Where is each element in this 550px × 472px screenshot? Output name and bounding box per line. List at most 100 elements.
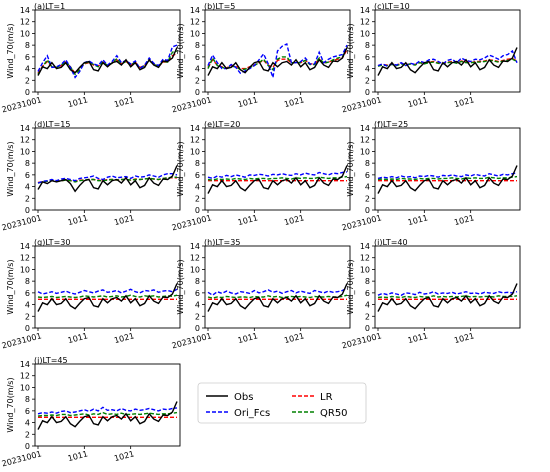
panel-10: 0 2 4 6 8 10 12 14 Wind_70(m/s) 20231001 1011 1021 (… — [1, 356, 181, 468]
y-tick-label: 12 — [20, 372, 30, 381]
panel-title: (h)LT=35 — [204, 238, 240, 247]
y-tick-label: 10 — [360, 147, 370, 156]
panel-title: (g)LT=30 — [34, 238, 70, 247]
panel-title: (e)LT=20 — [204, 120, 240, 129]
y-tick-label: 14 — [20, 124, 30, 133]
plot-frame — [204, 9, 351, 93]
series-line-qr50 — [37, 176, 177, 184]
plot-frame — [34, 127, 181, 211]
panel-2: 0 2 4 6 8 10 12 14 Wind_70(m/s) 20231001 1011 1021 (… — [171, 2, 351, 114]
y-tick-label: 6 — [365, 171, 370, 180]
y-tick-label: 0 — [25, 206, 30, 215]
y-tick-label: 6 — [25, 407, 30, 416]
y-tick-label: 8 — [25, 41, 30, 50]
y-tick-label: 12 — [360, 18, 370, 27]
panel-title: (c)LT=10 — [374, 2, 410, 11]
x-tick-label: 1021 — [453, 213, 475, 227]
plot-frame — [374, 127, 521, 211]
series-line-ori-fcs — [207, 287, 348, 297]
plot-frame — [34, 245, 181, 329]
series-line-qr50 — [37, 411, 178, 417]
y-tick-label: 8 — [365, 277, 370, 286]
series-line-obs — [207, 165, 348, 194]
y-tick-label: 14 — [20, 6, 30, 15]
y-tick-label: 10 — [20, 29, 30, 38]
y-tick-label: 2 — [365, 194, 370, 203]
y-tick-label: 10 — [360, 29, 370, 38]
y-tick-label: 12 — [20, 254, 30, 263]
y-tick-label: 4 — [195, 65, 200, 74]
series-line-obs — [207, 283, 348, 312]
y-axis-label: Wind_70(m/s) — [6, 141, 15, 196]
series-line-ori-fcs — [377, 290, 518, 296]
x-tick-label: 1021 — [453, 95, 475, 109]
panel-5: 0 2 4 6 8 10 12 14 Wind_70(m/s) 20231001 1011 1021 (… — [171, 120, 351, 232]
panel-title: (f)LT=25 — [374, 120, 408, 129]
y-tick-label: 2 — [25, 194, 30, 203]
y-tick-label: 4 — [195, 183, 200, 192]
y-tick-label: 4 — [365, 183, 370, 192]
legend-label: LR — [320, 392, 333, 403]
y-tick-label: 6 — [25, 171, 30, 180]
x-tick-label: 1011 — [237, 213, 259, 227]
x-tick-label: 20231001 — [1, 213, 43, 232]
y-tick-label: 10 — [20, 383, 30, 392]
series-line-ori-fcs — [207, 171, 348, 180]
legend-label: Ori_Fcs — [234, 408, 270, 419]
y-tick-label: 6 — [365, 289, 370, 298]
y-tick-label: 0 — [25, 88, 30, 97]
y-tick-label: 2 — [25, 76, 30, 85]
series-line-obs — [37, 165, 178, 193]
series-line-ori-fcs — [377, 49, 518, 67]
y-tick-label: 8 — [25, 159, 30, 168]
plot-frame — [34, 363, 181, 447]
series-line-obs — [377, 165, 518, 194]
y-tick-label: 2 — [195, 194, 200, 203]
legend-label: QR50 — [320, 408, 348, 419]
y-tick-label: 2 — [365, 312, 370, 321]
series-line-obs — [377, 283, 518, 312]
y-tick-label: 0 — [195, 206, 200, 215]
y-tick-label: 10 — [360, 265, 370, 274]
x-tick-label: 20231001 — [171, 331, 213, 350]
y-tick-label: 14 — [360, 242, 370, 251]
plot-frame — [204, 127, 351, 211]
y-axis-label: Wind_70(m/s) — [6, 23, 15, 78]
x-tick-label: 1011 — [407, 95, 429, 109]
x-tick-label: 1011 — [67, 331, 89, 345]
y-axis-label: Wind_70(m/s) — [6, 259, 15, 314]
y-tick-label: 8 — [195, 41, 200, 50]
y-tick-label: 6 — [365, 53, 370, 62]
y-tick-label: 12 — [190, 136, 200, 145]
legend: Obs Ori_Fcs LR QR50 — [197, 382, 367, 424]
series-line-obs — [37, 283, 178, 312]
y-tick-label: 0 — [365, 324, 370, 333]
x-tick-label: 1011 — [67, 213, 89, 227]
legend-frame — [197, 382, 367, 424]
series-line-ori-fcs — [37, 406, 178, 415]
y-tick-label: 8 — [195, 277, 200, 286]
x-tick-label: 1011 — [237, 331, 259, 345]
y-tick-label: 0 — [25, 442, 30, 451]
series-line-qr50 — [377, 175, 518, 181]
y-axis-label: Wind_70(m/s) — [176, 23, 185, 78]
panel-1: 0 2 4 6 8 10 12 14 Wind_70(m/s) 20231001 1011 1021 (… — [1, 2, 181, 114]
y-tick-label: 6 — [195, 289, 200, 298]
x-tick-label: 1011 — [67, 449, 89, 463]
y-tick-label: 0 — [25, 324, 30, 333]
panel-title: (i)LT=40 — [374, 238, 408, 247]
x-tick-label: 20231001 — [1, 331, 43, 350]
y-tick-label: 10 — [190, 265, 200, 274]
panel-4: 0 2 4 6 8 10 12 14 Wind_70(m/s) 20231001 1011 1021 (… — [1, 120, 181, 232]
plot-frame — [204, 245, 351, 329]
x-tick-label: 1021 — [113, 95, 135, 109]
y-axis-label: Wind_70(m/s) — [176, 141, 185, 196]
y-tick-label: 4 — [25, 419, 30, 428]
y-tick-label: 12 — [20, 136, 30, 145]
y-tick-label: 10 — [20, 265, 30, 274]
series-line-obs — [37, 401, 178, 430]
x-tick-label: 1011 — [407, 213, 429, 227]
x-tick-label: 1011 — [237, 95, 259, 109]
y-tick-label: 12 — [190, 254, 200, 263]
y-tick-label: 6 — [195, 171, 200, 180]
